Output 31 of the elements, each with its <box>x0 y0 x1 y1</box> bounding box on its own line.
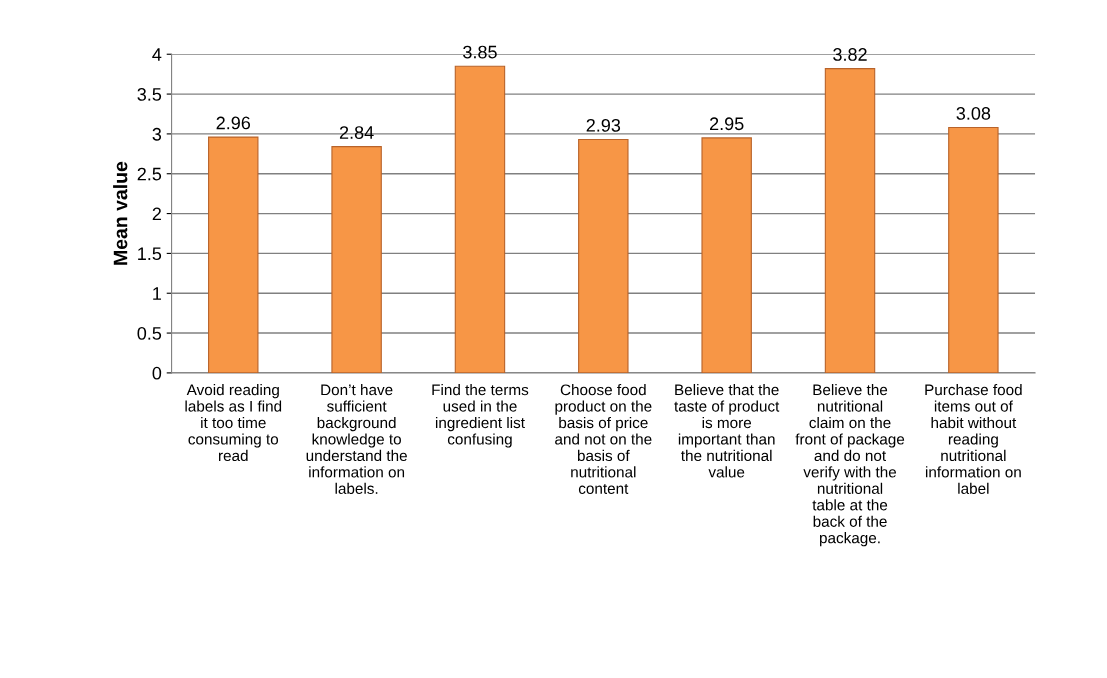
bar <box>331 146 382 373</box>
y-tick-label: 3 <box>152 127 162 141</box>
x-tick-label: Avoid reading labels as I find it too time consuming to read <box>185 384 282 462</box>
y-tick-label: 2.5 <box>137 167 162 181</box>
y-tick-label: 0.5 <box>137 327 162 340</box>
data-label: 3.08 <box>956 107 991 120</box>
x-tick-label: Don’t have sufficient background knowledge to understand the information on labels. <box>306 384 407 494</box>
y-tick-label: 0 <box>152 366 162 380</box>
bar <box>824 68 876 373</box>
y-tick-label: 2 <box>152 207 161 221</box>
category-label: Believe the nutritional claim on the front of package and do not verify with the nutritional table at the back of the package. <box>795 384 905 547</box>
x-tick-label: Find the terms used in the ingredient list confusing <box>432 384 529 448</box>
data-label: 2.93 <box>586 118 621 132</box>
y-tick-label: 4 <box>152 48 162 61</box>
x-tick-label: Choose food product on the basis of price and not on the basis of nutritional content <box>555 384 652 494</box>
x-tick-label: Believe that the taste of product is more important than the nutritional value <box>674 384 780 478</box>
data-label: 3.85 <box>463 45 497 59</box>
data-label: 2.96 <box>216 116 251 130</box>
data-label: 2.84 <box>339 126 374 139</box>
bar <box>208 136 259 373</box>
y-axis-title: Mean value <box>113 161 128 265</box>
bar <box>578 138 629 373</box>
y-tick-label: 1.5 <box>138 247 162 261</box>
y-tick-label: 1 <box>153 287 161 300</box>
x-tick-label: Purchase food items out of habit without reading nutritional information on label <box>925 384 1022 494</box>
data-label: 2.95 <box>710 117 744 131</box>
bar <box>948 126 999 373</box>
bar <box>701 137 752 373</box>
bar <box>454 65 506 373</box>
data-label: 3.82 <box>833 48 867 61</box>
y-tick-label: 3.5 <box>137 88 162 101</box>
